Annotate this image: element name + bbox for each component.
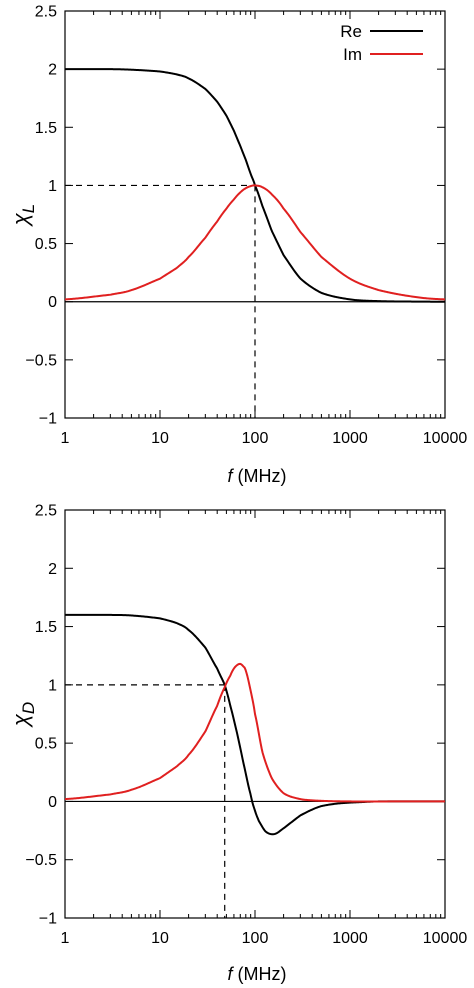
series-line-im <box>64 184 446 301</box>
x-tick-label: 10000 <box>423 930 468 947</box>
y-tick-label: −0.5 <box>25 352 57 369</box>
y-tick-label: 0.5 <box>35 736 57 753</box>
x-tick-label: 1 <box>61 930 70 947</box>
chart-panel-bottom: −1 −0.5 0 0.5 1 1.5 2 2.5 1 10 100 1000 10000 f (MHz)… <box>8 503 467 985</box>
y-tick-label: 2 <box>48 62 57 79</box>
chart-panel-top: −1 −0.5 0 0.5 1 1.5 2 2.5 1 10 100 1000 10000 Re Im f (… <box>8 4 467 487</box>
y-tick-label: 0.5 <box>35 236 57 253</box>
x-tick-label: 1000 <box>332 430 368 447</box>
x-tick-label: 10 <box>151 930 169 947</box>
legend-label: Re <box>340 22 362 41</box>
x-tick-label: 10 <box>151 430 169 447</box>
y-tick-label: 1.5 <box>35 120 57 137</box>
y-tick-label: 1 <box>48 178 57 195</box>
x-tick-label: 10000 <box>423 430 468 447</box>
y-tick-label: 1.5 <box>35 619 57 636</box>
x-tick-label: 1 <box>61 430 70 447</box>
y-axis-label-subscript: D <box>19 702 38 714</box>
x-axis-label-variable: f <box>228 964 235 984</box>
legend-label: Im <box>343 45 362 64</box>
y-axis-label: χD <box>8 702 38 728</box>
y-tick-label: 2.5 <box>35 503 57 520</box>
x-tick-label: 100 <box>242 430 269 447</box>
y-tick-label: 2 <box>48 561 57 578</box>
y-tick-label: 0 <box>48 294 57 311</box>
y-axis-label-symbol: χ <box>8 713 33 728</box>
y-tick-label: −1 <box>39 411 57 428</box>
plot-frame <box>64 10 446 419</box>
x-axis-label: f (MHz) <box>228 466 287 486</box>
x-tick-label: 100 <box>242 930 269 947</box>
y-tick-label: 0 <box>48 794 57 811</box>
x-axis-label-unit: (MHz) <box>233 466 287 486</box>
y-axis-label: χL <box>8 204 38 227</box>
x-axis-label-variable: f <box>228 466 235 486</box>
y-tick-label: −0.5 <box>25 852 57 869</box>
y-axis-label-subscript: L <box>19 204 38 213</box>
x-axis-label: f (MHz) <box>228 964 287 984</box>
legend: Re Im <box>340 22 423 64</box>
x-axis-label-unit: (MHz) <box>233 964 287 984</box>
y-tick-label: 1 <box>48 677 57 694</box>
series-line-red <box>64 662 446 803</box>
y-axis-label-symbol: χ <box>8 212 33 227</box>
y-tick-label: 2.5 <box>35 4 57 21</box>
x-tick-label: 1000 <box>332 930 368 947</box>
y-tick-label: −1 <box>39 911 57 928</box>
